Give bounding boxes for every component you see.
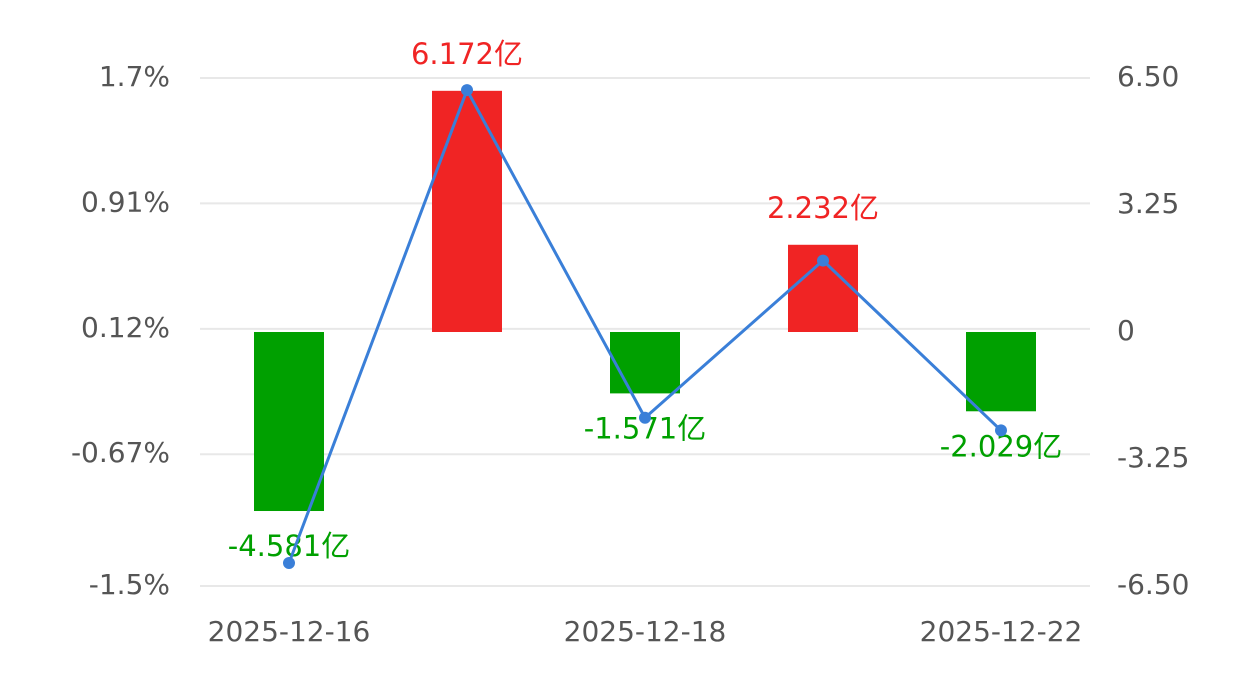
line-point bbox=[639, 411, 651, 424]
y2-tick-label: -3.25 bbox=[1117, 441, 1189, 474]
y2-tick-label: -6.50 bbox=[1117, 568, 1189, 601]
bar bbox=[432, 90, 502, 332]
line-point bbox=[461, 84, 473, 97]
value-label: 6.172亿 bbox=[411, 37, 523, 71]
line-point bbox=[995, 424, 1007, 437]
bar bbox=[254, 332, 324, 512]
y-tick-label: 1.7% bbox=[99, 60, 170, 93]
y-tick-label: 0.91% bbox=[81, 185, 170, 218]
bar bbox=[966, 332, 1036, 412]
value-label: 2.232亿 bbox=[767, 191, 879, 225]
y2-tick-label: 6.50 bbox=[1117, 60, 1179, 93]
y-tick-label: -1.5% bbox=[89, 568, 170, 601]
y-tick-label: -0.67% bbox=[71, 436, 170, 469]
line bbox=[287, 86, 1003, 564]
x-tick-label: 2025-12-18 bbox=[564, 615, 727, 648]
y2-tick-label: 3.25 bbox=[1117, 187, 1179, 220]
line-point bbox=[283, 556, 295, 569]
bar bbox=[610, 332, 680, 394]
x-tick-label: 2025-12-22 bbox=[920, 615, 1083, 648]
line-point bbox=[817, 254, 829, 267]
x-tick-label: 2025-12-16 bbox=[208, 615, 371, 648]
y-tick-label: 0.12% bbox=[81, 311, 170, 344]
y2-tick-label: 0 bbox=[1117, 314, 1135, 347]
